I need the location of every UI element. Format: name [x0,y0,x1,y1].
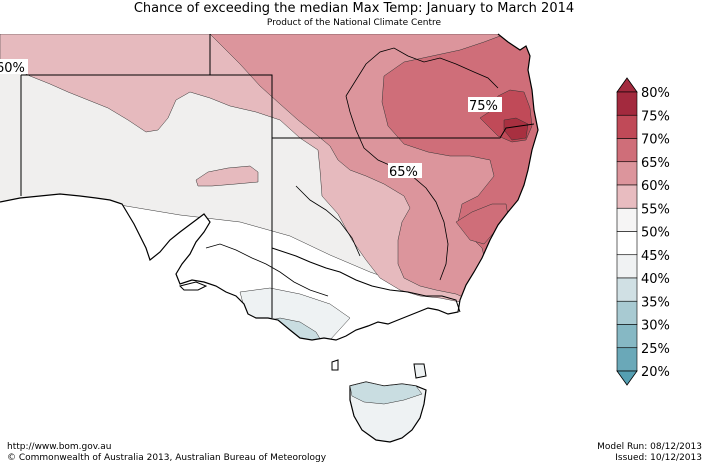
legend-label: 75% [641,109,670,124]
legend-label: 55% [641,202,670,217]
page-subtitle: Product of the National Climate Centre [266,18,442,28]
legend-label: 35% [641,295,670,310]
legend-swatch [616,114,638,139]
legend-label: 50% [641,226,670,241]
contour-label-60: 60% [0,61,25,76]
contour-band-80 [503,117,529,141]
legend-label: 25% [641,342,670,357]
legend-label: 65% [641,156,670,171]
state-borders [20,34,535,318]
legend-arrow-top [616,77,638,93]
legend-swatch [616,91,638,116]
contour-labels: 60% 75% 65% [0,59,502,180]
basin-outlines [205,47,499,297]
legend-label: 70% [641,133,670,148]
legend-swatch [616,138,638,163]
legend-swatch [616,161,638,186]
legend-label: 20% [641,365,670,380]
legend-label: 30% [641,319,670,334]
legend-label: 45% [641,249,670,264]
footer-url: http://www.bom.gov.au [7,442,112,452]
page-title: Chance of exceeding the median Max Temp:… [133,1,575,16]
legend-swatch [616,207,638,232]
coastline [0,33,539,341]
legend-swatch [616,324,638,349]
footer-copyright: © Commonwealth of Australia 2013, Austra… [7,453,327,463]
kangaroo-island [179,281,208,291]
legend-colorbar: 80% 75% 70% 65% 60% 55% 50% 45% 40% 35% 30% 25% 20% [616,77,670,386]
legend-swatch [616,277,638,302]
contour-label-75: 75% [469,99,498,114]
legend-swatch [616,231,638,256]
legend-label: 80% [641,86,670,101]
footer-left: http://www.bom.gov.au © Commonwealth of … [7,442,326,464]
legend-swatch [616,184,638,209]
legend-swatch [616,254,638,279]
legend-arrow-bottom [616,370,638,386]
legend-swatch [616,347,638,372]
footer-issued: Issued: 10/12/2013 [615,453,702,463]
tasmania [349,363,427,443]
legend-label: 40% [641,272,670,287]
footer-model-run: Model Run: 08/12/2013 [597,442,702,452]
contour-island-60 [195,165,259,187]
legend-label: 60% [641,179,670,194]
contour-label-65: 65% [389,165,418,180]
legend-swatch [616,300,638,325]
small-island [331,359,339,371]
footer-right: Model Run: 08/12/2013 Issued: 10/12/2013 [597,442,702,464]
